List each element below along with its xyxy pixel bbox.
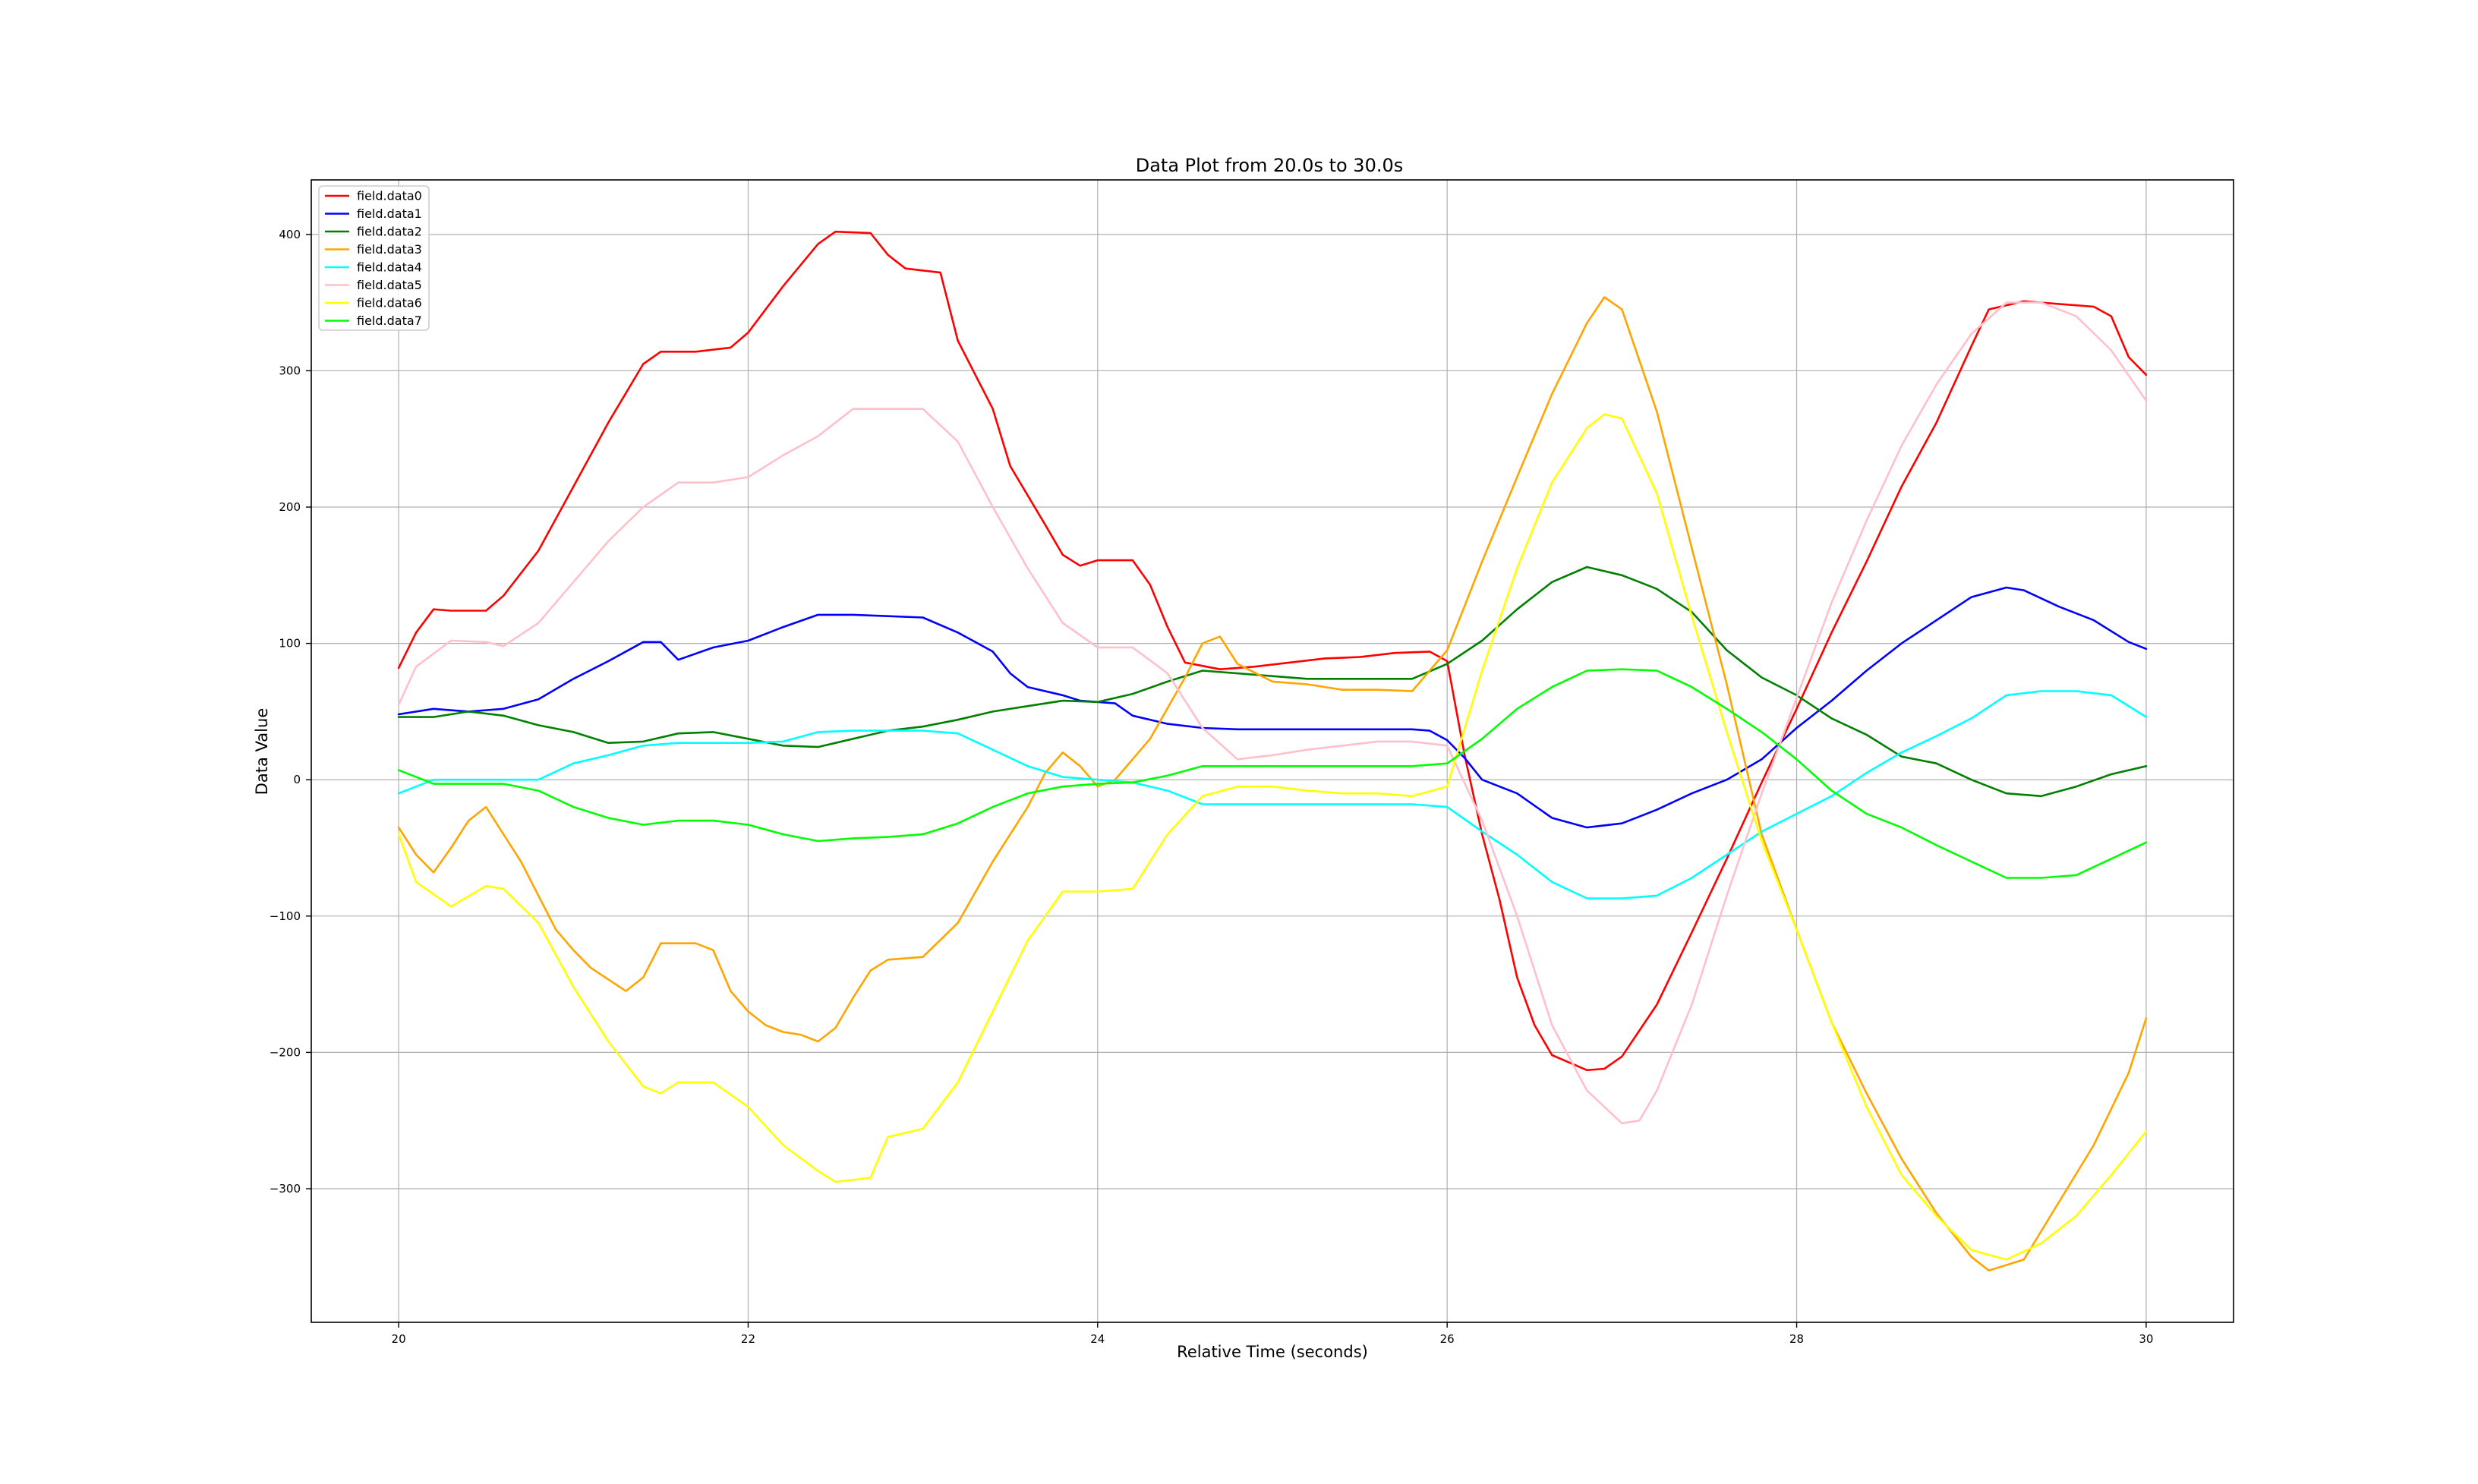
legend-entry: field.data4 (357, 260, 422, 275)
x-tick-label: 26 (1440, 1332, 1455, 1346)
x-axis-label: Relative Time (seconds) (1177, 1343, 1368, 1361)
x-tick-label: 24 (1090, 1332, 1105, 1346)
legend-entry: field.data6 (357, 296, 422, 310)
y-tick-label: 100 (279, 637, 301, 651)
series-line-field-data0 (397, 230, 2148, 1072)
legend-entry: field.data2 (357, 225, 422, 239)
series-line-field-data7 (397, 668, 2148, 879)
y-tick-label: −300 (270, 1182, 301, 1196)
legend-entry: field.data5 (357, 278, 422, 292)
series-group (397, 230, 2148, 1272)
y-tick-label: −200 (270, 1045, 301, 1059)
plot-frame (311, 179, 2234, 1323)
y-tick-label: 200 (279, 500, 301, 514)
plot-area (311, 179, 2234, 1323)
series-line-field-data4 (397, 690, 2148, 900)
x-tick-label: 28 (1789, 1332, 1804, 1346)
legend: field.data0 field.data1 field.data2 field.d… (318, 185, 430, 331)
y-tick-label: 0 (293, 773, 301, 786)
x-tick-label: 22 (741, 1332, 755, 1346)
y-tick-label: 400 (279, 228, 301, 241)
series-line-field-data2 (397, 566, 2148, 798)
y-tick-label: −100 (270, 909, 301, 923)
grid-lines (311, 180, 2234, 1322)
legend-entry: field.data1 (357, 206, 422, 221)
x-tick-label: 20 (392, 1332, 406, 1346)
legend-entry: field.data0 (357, 189, 422, 203)
legend-frame (318, 185, 430, 331)
x-tick-label: 30 (2139, 1332, 2153, 1346)
y-axis: 400 300 200 100 0 −100 −200 −300 (270, 228, 311, 1196)
chart-title: Data Plot from 20.0s to 30.0s (1136, 155, 1404, 176)
legend-entry: field.data7 (357, 313, 422, 328)
y-axis-label: Data Value (253, 708, 271, 796)
y-tick-label: 300 (279, 364, 301, 377)
x-axis: 20 22 24 26 28 30 (392, 1322, 2153, 1346)
legend-entry: field.data3 (357, 242, 422, 257)
series-line-field-data5 (397, 301, 2148, 1125)
series-line-field-data1 (397, 586, 2148, 829)
series-line-field-data6 (397, 413, 2148, 1261)
plot-background (311, 180, 2234, 1322)
